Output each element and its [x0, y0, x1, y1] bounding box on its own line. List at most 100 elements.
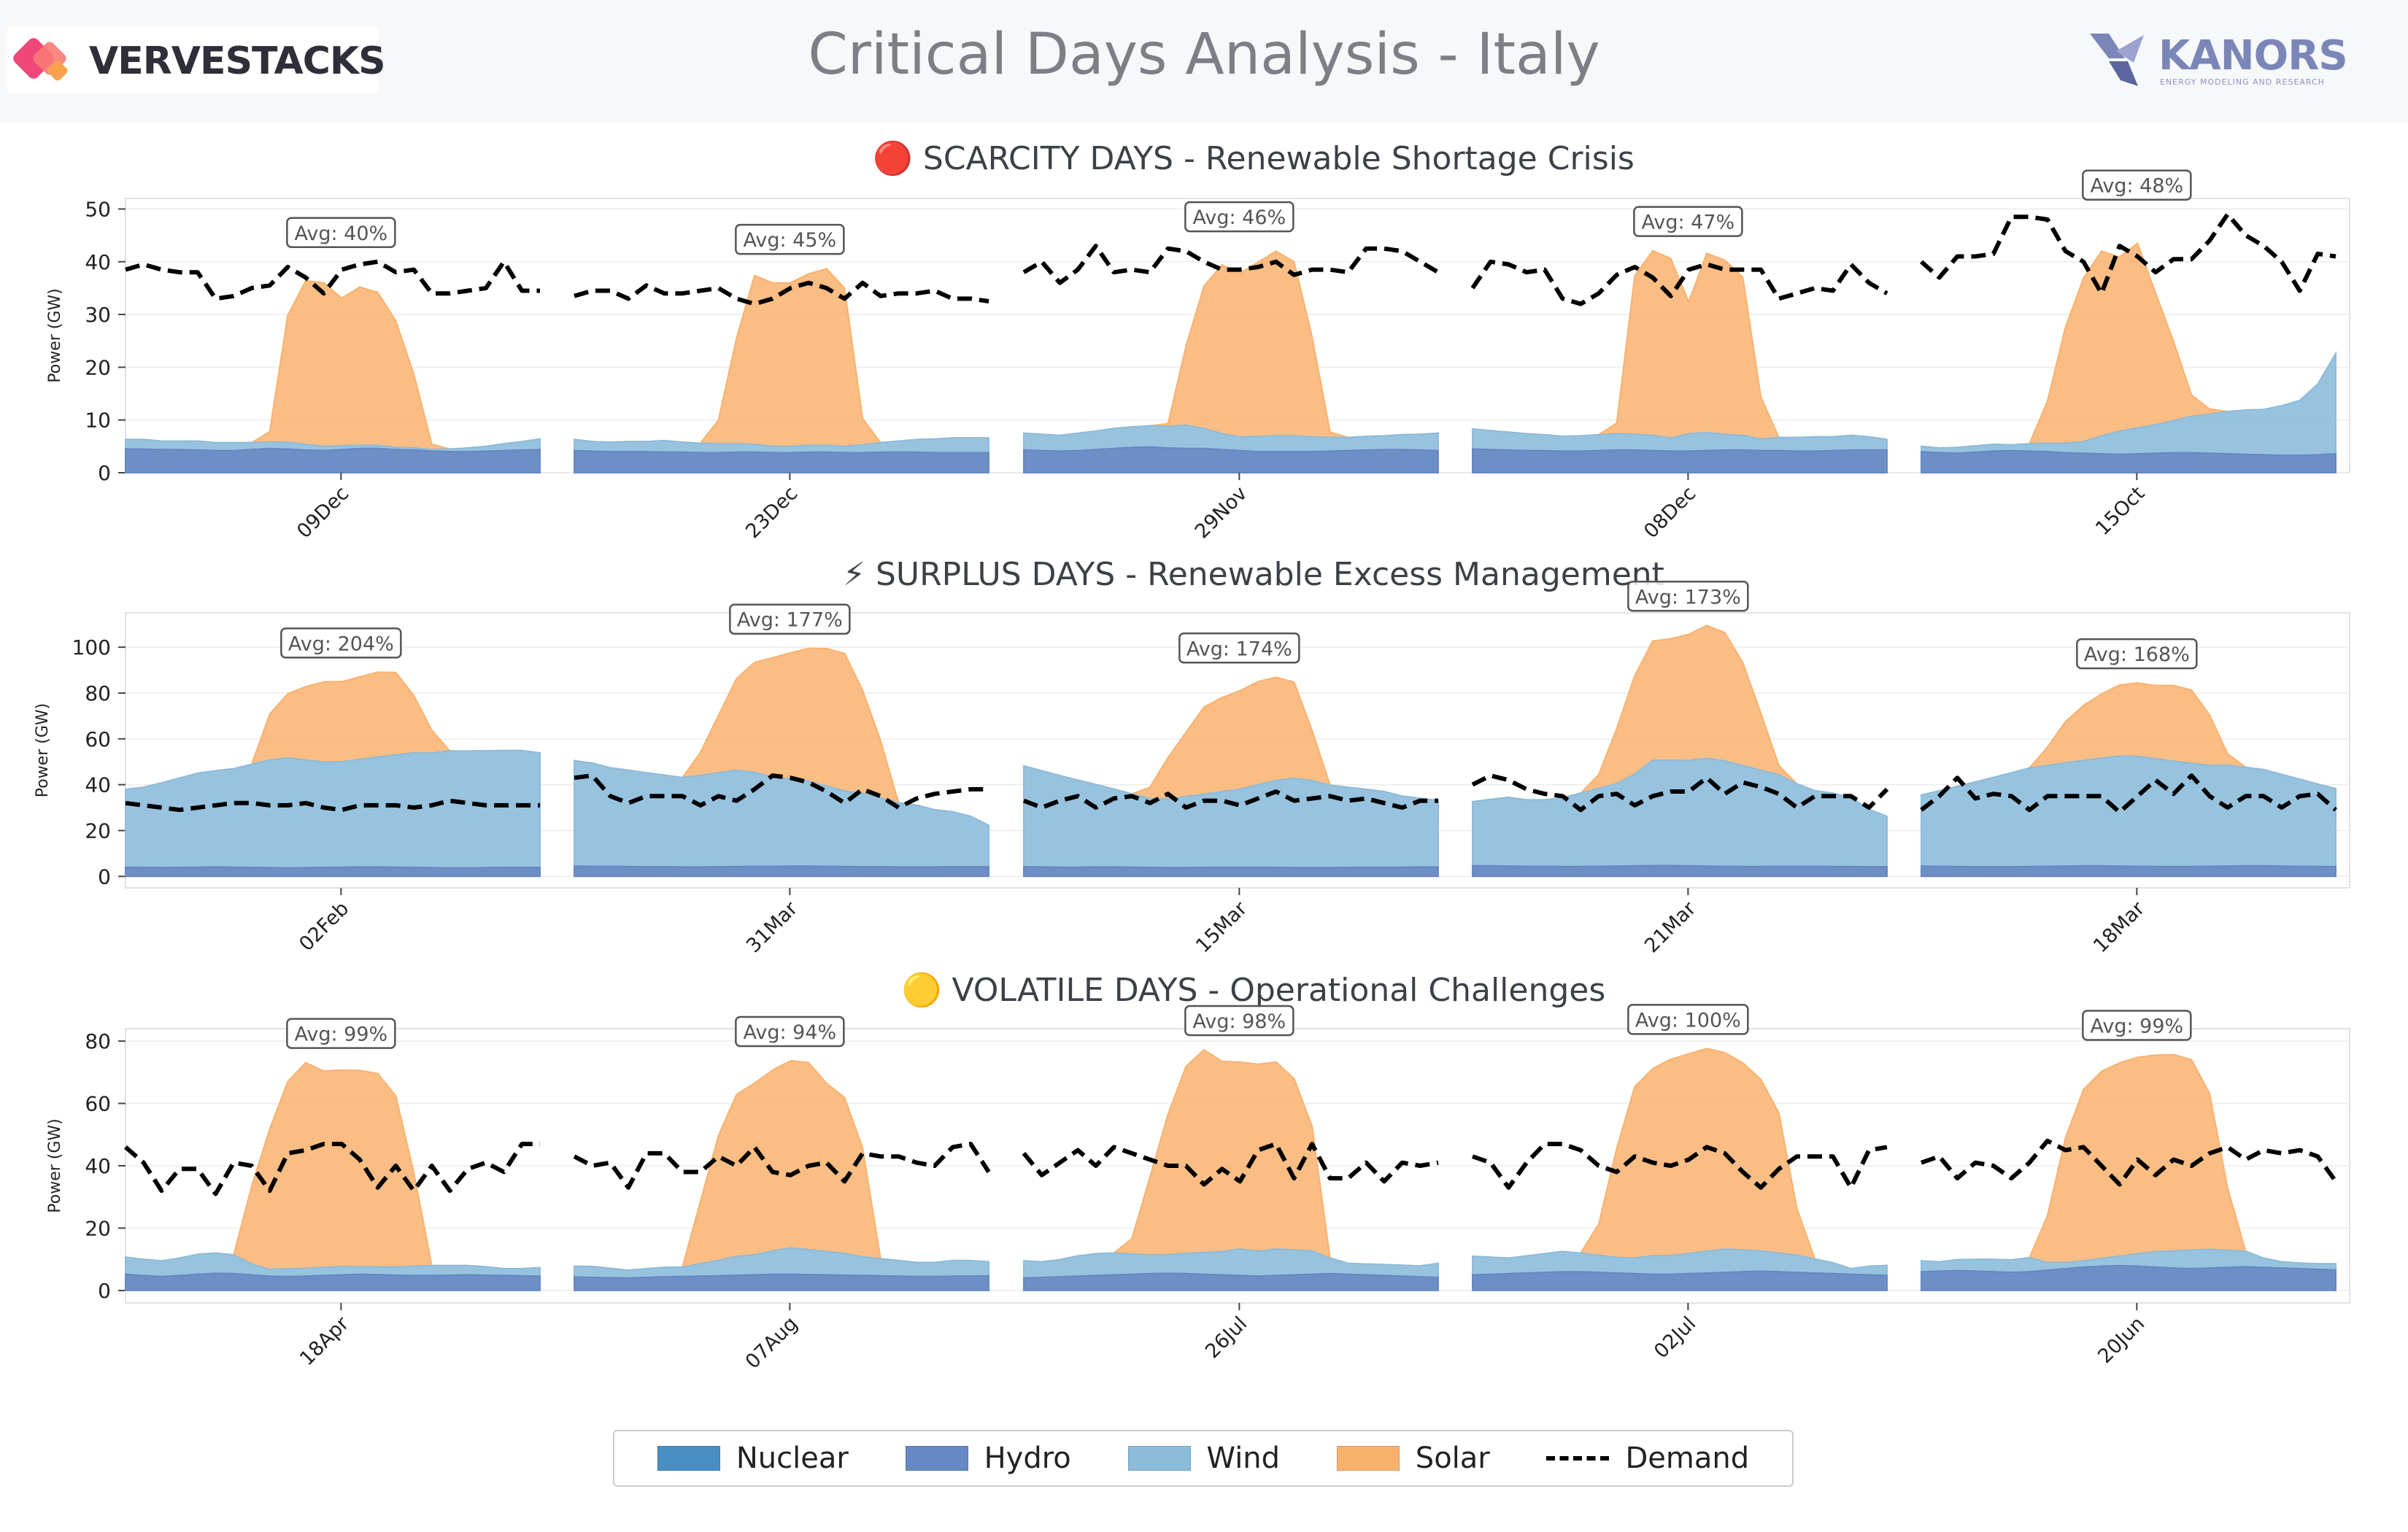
y-tick-label: 50: [85, 197, 111, 221]
header-bar: VERVESTACKS Critical Days Analysis - Ita…: [0, 0, 2408, 123]
legend-swatch-hydro: [905, 1446, 968, 1471]
demand-line: [124, 1142, 540, 1196]
avg-annotation: Avg: 40%: [295, 223, 388, 245]
avg-annotation: Avg: 168%: [2084, 643, 2190, 666]
y-tick-label: 20: [85, 819, 111, 843]
y-tick-label: 80: [85, 1029, 111, 1053]
avg-annotation-box: [1184, 201, 1294, 233]
y-tick-label: 0: [98, 864, 111, 889]
avg-annotation-box: [2076, 638, 2198, 670]
demand-line: [125, 259, 540, 301]
demand-line: [574, 773, 989, 810]
legend-item-demand: Demand: [1546, 1442, 1749, 1475]
legend-label-solar: Solar: [1415, 1442, 1490, 1475]
legend-label-wind: Wind: [1206, 1442, 1281, 1475]
avg-annotation: Avg: 173%: [1635, 586, 1741, 608]
wind-area: [1023, 1248, 1439, 1279]
avg-annotation: Avg: 99%: [2091, 1015, 2184, 1037]
x-tick-label: 20Jun: [2094, 1312, 2149, 1368]
vervestacks-logo-text: VERVESTACKS: [89, 39, 386, 83]
x-tick-label: 15Oct: [2091, 482, 2149, 540]
y-tick-label: 0: [98, 1279, 111, 1303]
avg-annotation: Avg: 94%: [744, 1021, 837, 1044]
y-tick-label: 60: [85, 727, 111, 751]
legend-swatch-demand: [1546, 1456, 1610, 1461]
avg-annotation-box: [2082, 169, 2192, 201]
x-tick-label: 23Dec: [741, 482, 802, 543]
demand-line: [1921, 1138, 2338, 1187]
demand-line: [125, 798, 540, 813]
avg-annotation-box: [1627, 1004, 1749, 1035]
demand-line: [1472, 1142, 1888, 1190]
avg-annotation: Avg: 204%: [288, 632, 394, 655]
kanors-logo-icon: [2090, 34, 2144, 86]
y-tick-label: 40: [85, 1154, 111, 1178]
x-tick-label: 31Mar: [742, 897, 803, 957]
hydro-area: [574, 449, 989, 473]
hydro-area: [1921, 864, 2336, 878]
solar-area: [1023, 1048, 1439, 1267]
solar-area: [1472, 1048, 1888, 1270]
demand-line: [1920, 212, 2336, 296]
avg-annotation: Avg: 99%: [295, 1024, 388, 1046]
demand-line: [1022, 244, 1440, 285]
x-tick-label: 21Mar: [1640, 897, 1701, 957]
legend-item-wind: Wind: [1127, 1442, 1281, 1475]
avg-annotation-box: [286, 217, 396, 249]
avg-annotation-box: [729, 603, 851, 635]
x-tick-label: 09Dec: [293, 482, 353, 543]
y-axis-label: Power (GW): [34, 703, 52, 797]
x-tick-label: 02Feb: [295, 897, 353, 956]
y-tick-label: 60: [85, 1092, 111, 1116]
avg-annotation-box: [1184, 1005, 1294, 1037]
page-title: Critical Days Analysis - Italy: [808, 22, 1600, 88]
avg-annotation: Avg: 47%: [1642, 212, 1735, 234]
wind-area: [1921, 755, 2336, 868]
hydro-area: [1921, 449, 2336, 473]
y-axis-label: Power (GW): [46, 1118, 64, 1212]
hydro-area: [1472, 448, 1888, 473]
legend-swatch-nuclear: [657, 1446, 720, 1471]
row-title: ⚡ SURPLUS DAYS - Renewable Excess Manage…: [843, 556, 1664, 593]
x-tick-label: 29Nov: [1191, 482, 1251, 543]
demand-line: [1920, 773, 2337, 815]
avg-annotation-box: [735, 1015, 845, 1048]
x-tick-label: 07Aug: [741, 1312, 802, 1373]
avg-annotation: Avg: 45%: [744, 229, 837, 252]
y-tick-label: 20: [85, 1216, 111, 1240]
hydro-area: [1921, 1264, 2336, 1291]
avg-annotation: Avg: 100%: [1635, 1009, 1741, 1032]
wind-area: [574, 1247, 989, 1279]
y-tick-label: 20: [85, 355, 111, 379]
axes-frame: [125, 612, 2350, 889]
wind-area: [1472, 757, 1888, 868]
hydro-area: [1472, 864, 1888, 878]
hydro-area: [1023, 446, 1439, 473]
solar-area: [1023, 250, 1439, 438]
legend-item-hydro: Hydro: [905, 1442, 1071, 1475]
avg-annotation-box: [1178, 632, 1300, 664]
kanors-logo-text: KANORS: [2158, 32, 2348, 80]
kanors-tagline: ENERGY MODELING AND RESEARCH: [2160, 77, 2325, 87]
avg-annotation-box: [286, 1018, 396, 1049]
y-tick-label: 10: [85, 409, 111, 433]
y-tick-label: 0: [98, 461, 111, 485]
y-tick-label: 80: [85, 681, 111, 705]
demand-line: [573, 1142, 991, 1190]
y-tick-label: 40: [85, 773, 111, 797]
avg-annotation: Avg: 98%: [1193, 1010, 1286, 1033]
hydro-area: [125, 866, 541, 878]
solar-area: [126, 279, 541, 451]
avg-annotation-box: [280, 627, 402, 659]
legend-label-demand: Demand: [1625, 1442, 1750, 1475]
chart-legend: Nuclear Hydro Wind Solar Demand: [613, 1430, 1794, 1487]
avg-annotation: Avg: 46%: [1193, 206, 1286, 229]
demand-line: [1470, 259, 1888, 306]
demand-line: [1022, 1142, 1439, 1187]
hydro-area: [574, 865, 989, 878]
x-tick-label: 02Jul: [1650, 1312, 1700, 1363]
x-tick-label: 18Mar: [2089, 897, 2150, 957]
hydro-area: [125, 1272, 541, 1291]
x-tick-label: 15Mar: [1192, 897, 1252, 957]
